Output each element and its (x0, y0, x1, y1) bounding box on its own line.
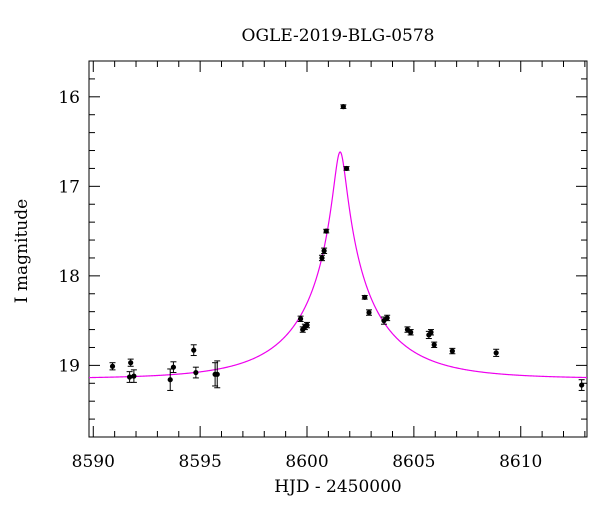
data-point (449, 348, 455, 354)
plot-frame (88, 60, 588, 438)
data-point (579, 382, 585, 388)
data-point (343, 165, 350, 172)
data-point (167, 377, 173, 383)
x-tick-label: 8610 (499, 452, 542, 472)
plot-area: 8590 8595 8600 8605 8610 16 17 18 19 (58, 60, 588, 472)
data-point (127, 374, 133, 380)
data-point (366, 309, 372, 316)
x-tick-label: 8590 (72, 452, 115, 472)
x-tick-label: 8600 (285, 452, 328, 472)
data-point (321, 248, 327, 254)
data-point (193, 369, 199, 376)
data-point (362, 294, 368, 300)
y-axis-label: I magnitude (12, 199, 32, 303)
data-point (428, 329, 434, 335)
data-point (297, 316, 304, 322)
x-tick-label: 8595 (179, 452, 222, 472)
model-curve (88, 151, 588, 379)
data-point (214, 371, 220, 377)
data-point (340, 104, 346, 110)
data-point (431, 342, 437, 348)
data-point (493, 350, 499, 356)
data-point (128, 360, 134, 366)
data-point (170, 364, 177, 370)
x-axis-label: HJD - 2450000 (274, 477, 402, 497)
data-point (109, 363, 116, 369)
y-tick-label: 17 (58, 177, 80, 197)
data-point (319, 255, 325, 261)
y-tick-label: 19 (58, 356, 80, 376)
data-point (131, 373, 137, 379)
data-point (408, 329, 414, 335)
data-point (191, 347, 197, 353)
y-tick-label: 18 (58, 267, 80, 287)
chart-title: OGLE-2019-BLG-0578 (242, 26, 435, 46)
y-tick-label: 16 (58, 88, 80, 108)
x-tick-label: 8605 (392, 452, 435, 472)
data-point (304, 322, 310, 328)
data-point (323, 228, 329, 234)
data-point (384, 315, 390, 321)
